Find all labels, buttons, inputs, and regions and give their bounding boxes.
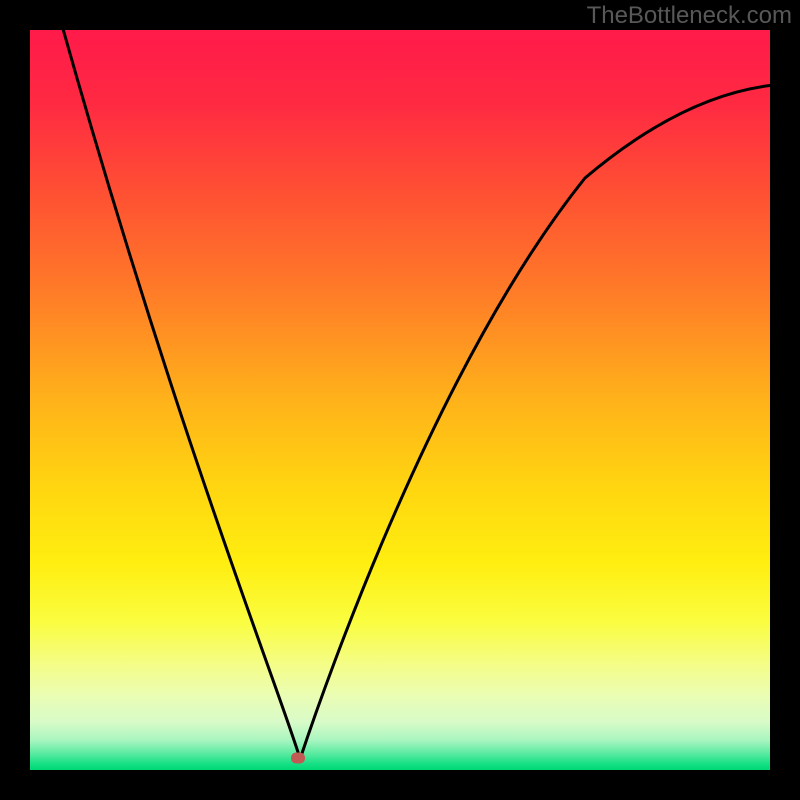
plot-area (30, 30, 770, 770)
watermark-text: TheBottleneck.com (587, 2, 792, 30)
chart-frame: TheBottleneck.com (0, 0, 800, 800)
optimum-marker (291, 753, 305, 764)
bottleneck-curve (30, 30, 770, 770)
